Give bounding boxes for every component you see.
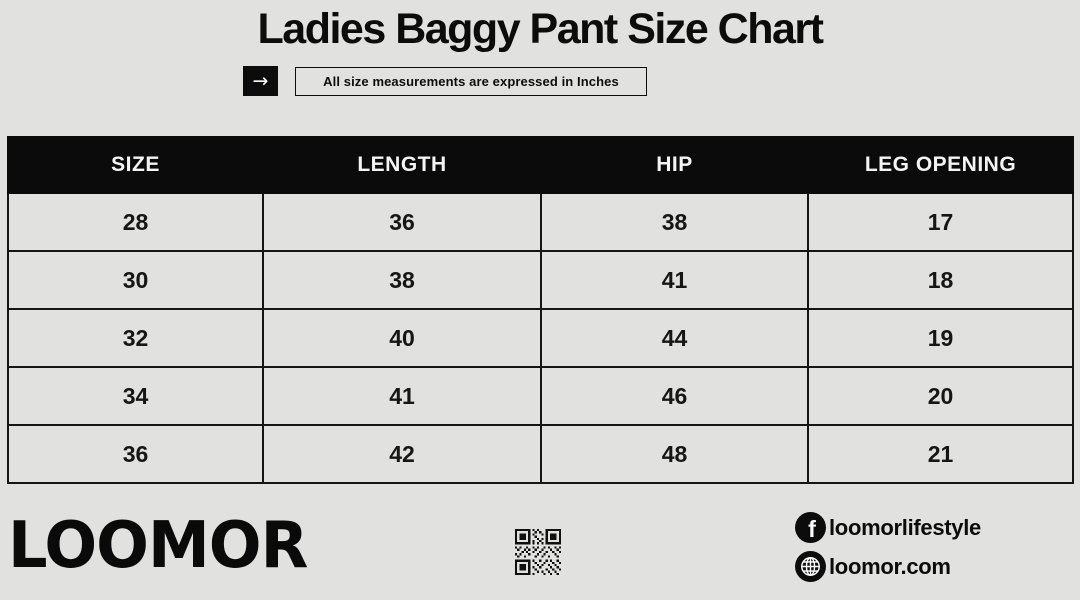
table-row: 36 42 48 21 [7,424,1074,484]
column-header-leg-opening: LEG OPENING [807,136,1074,194]
table-row: 28 36 38 17 [7,192,1074,252]
facebook-handle: loomorlifestyle [829,514,981,540]
column-header-hip: HIP [540,136,809,194]
page-title: Ladies Baggy Pant Size Chart [257,5,824,53]
cell-hip: 44 [540,308,809,368]
cell-hip: 46 [540,366,809,426]
measurement-note: All size measurements are expressed in I… [295,67,647,96]
column-header-length: LENGTH [262,136,542,194]
facebook-icon: f [795,512,826,543]
cell-leg-opening: 20 [807,366,1074,426]
cell-hip: 48 [540,424,809,484]
social-links: f loomorlifestyle loomor.com [795,512,981,590]
cell-size: 32 [7,308,264,368]
cell-length: 40 [262,308,542,368]
table-row: 30 38 41 18 [7,250,1074,310]
column-header-size: SIZE [7,136,264,194]
cell-length: 38 [262,250,542,310]
cell-size: 36 [7,424,264,484]
cell-leg-opening: 18 [807,250,1074,310]
cell-length: 42 [262,424,542,484]
table-row: 34 41 46 20 [7,366,1074,426]
measurement-note-text: All size measurements are expressed in I… [323,74,619,89]
cell-size: 28 [7,192,264,252]
qr-code [515,529,561,575]
size-table: SIZE LENGTH HIP LEG OPENING 28 36 38 17 … [7,136,1074,484]
globe-icon [795,551,826,582]
arrow-glyph: → [252,70,269,92]
website-url: loomor.com [829,553,951,579]
cell-length: 36 [262,192,542,252]
table-row: 32 40 44 19 [7,308,1074,368]
facebook-row: f loomorlifestyle [795,512,981,543]
facebook-f-glyph: f [808,516,816,542]
cell-hip: 41 [540,250,809,310]
cell-leg-opening: 21 [807,424,1074,484]
cell-size: 34 [7,366,264,426]
cell-leg-opening: 17 [807,192,1074,252]
cell-leg-opening: 19 [807,308,1074,368]
website-row: loomor.com [795,551,981,582]
cell-hip: 38 [540,192,809,252]
cell-size: 30 [7,250,264,310]
arrow-right-icon: → [243,66,278,96]
brand-logo: LOOMOR [8,509,308,583]
table-header-row: SIZE LENGTH HIP LEG OPENING [7,136,1074,194]
cell-length: 41 [262,366,542,426]
